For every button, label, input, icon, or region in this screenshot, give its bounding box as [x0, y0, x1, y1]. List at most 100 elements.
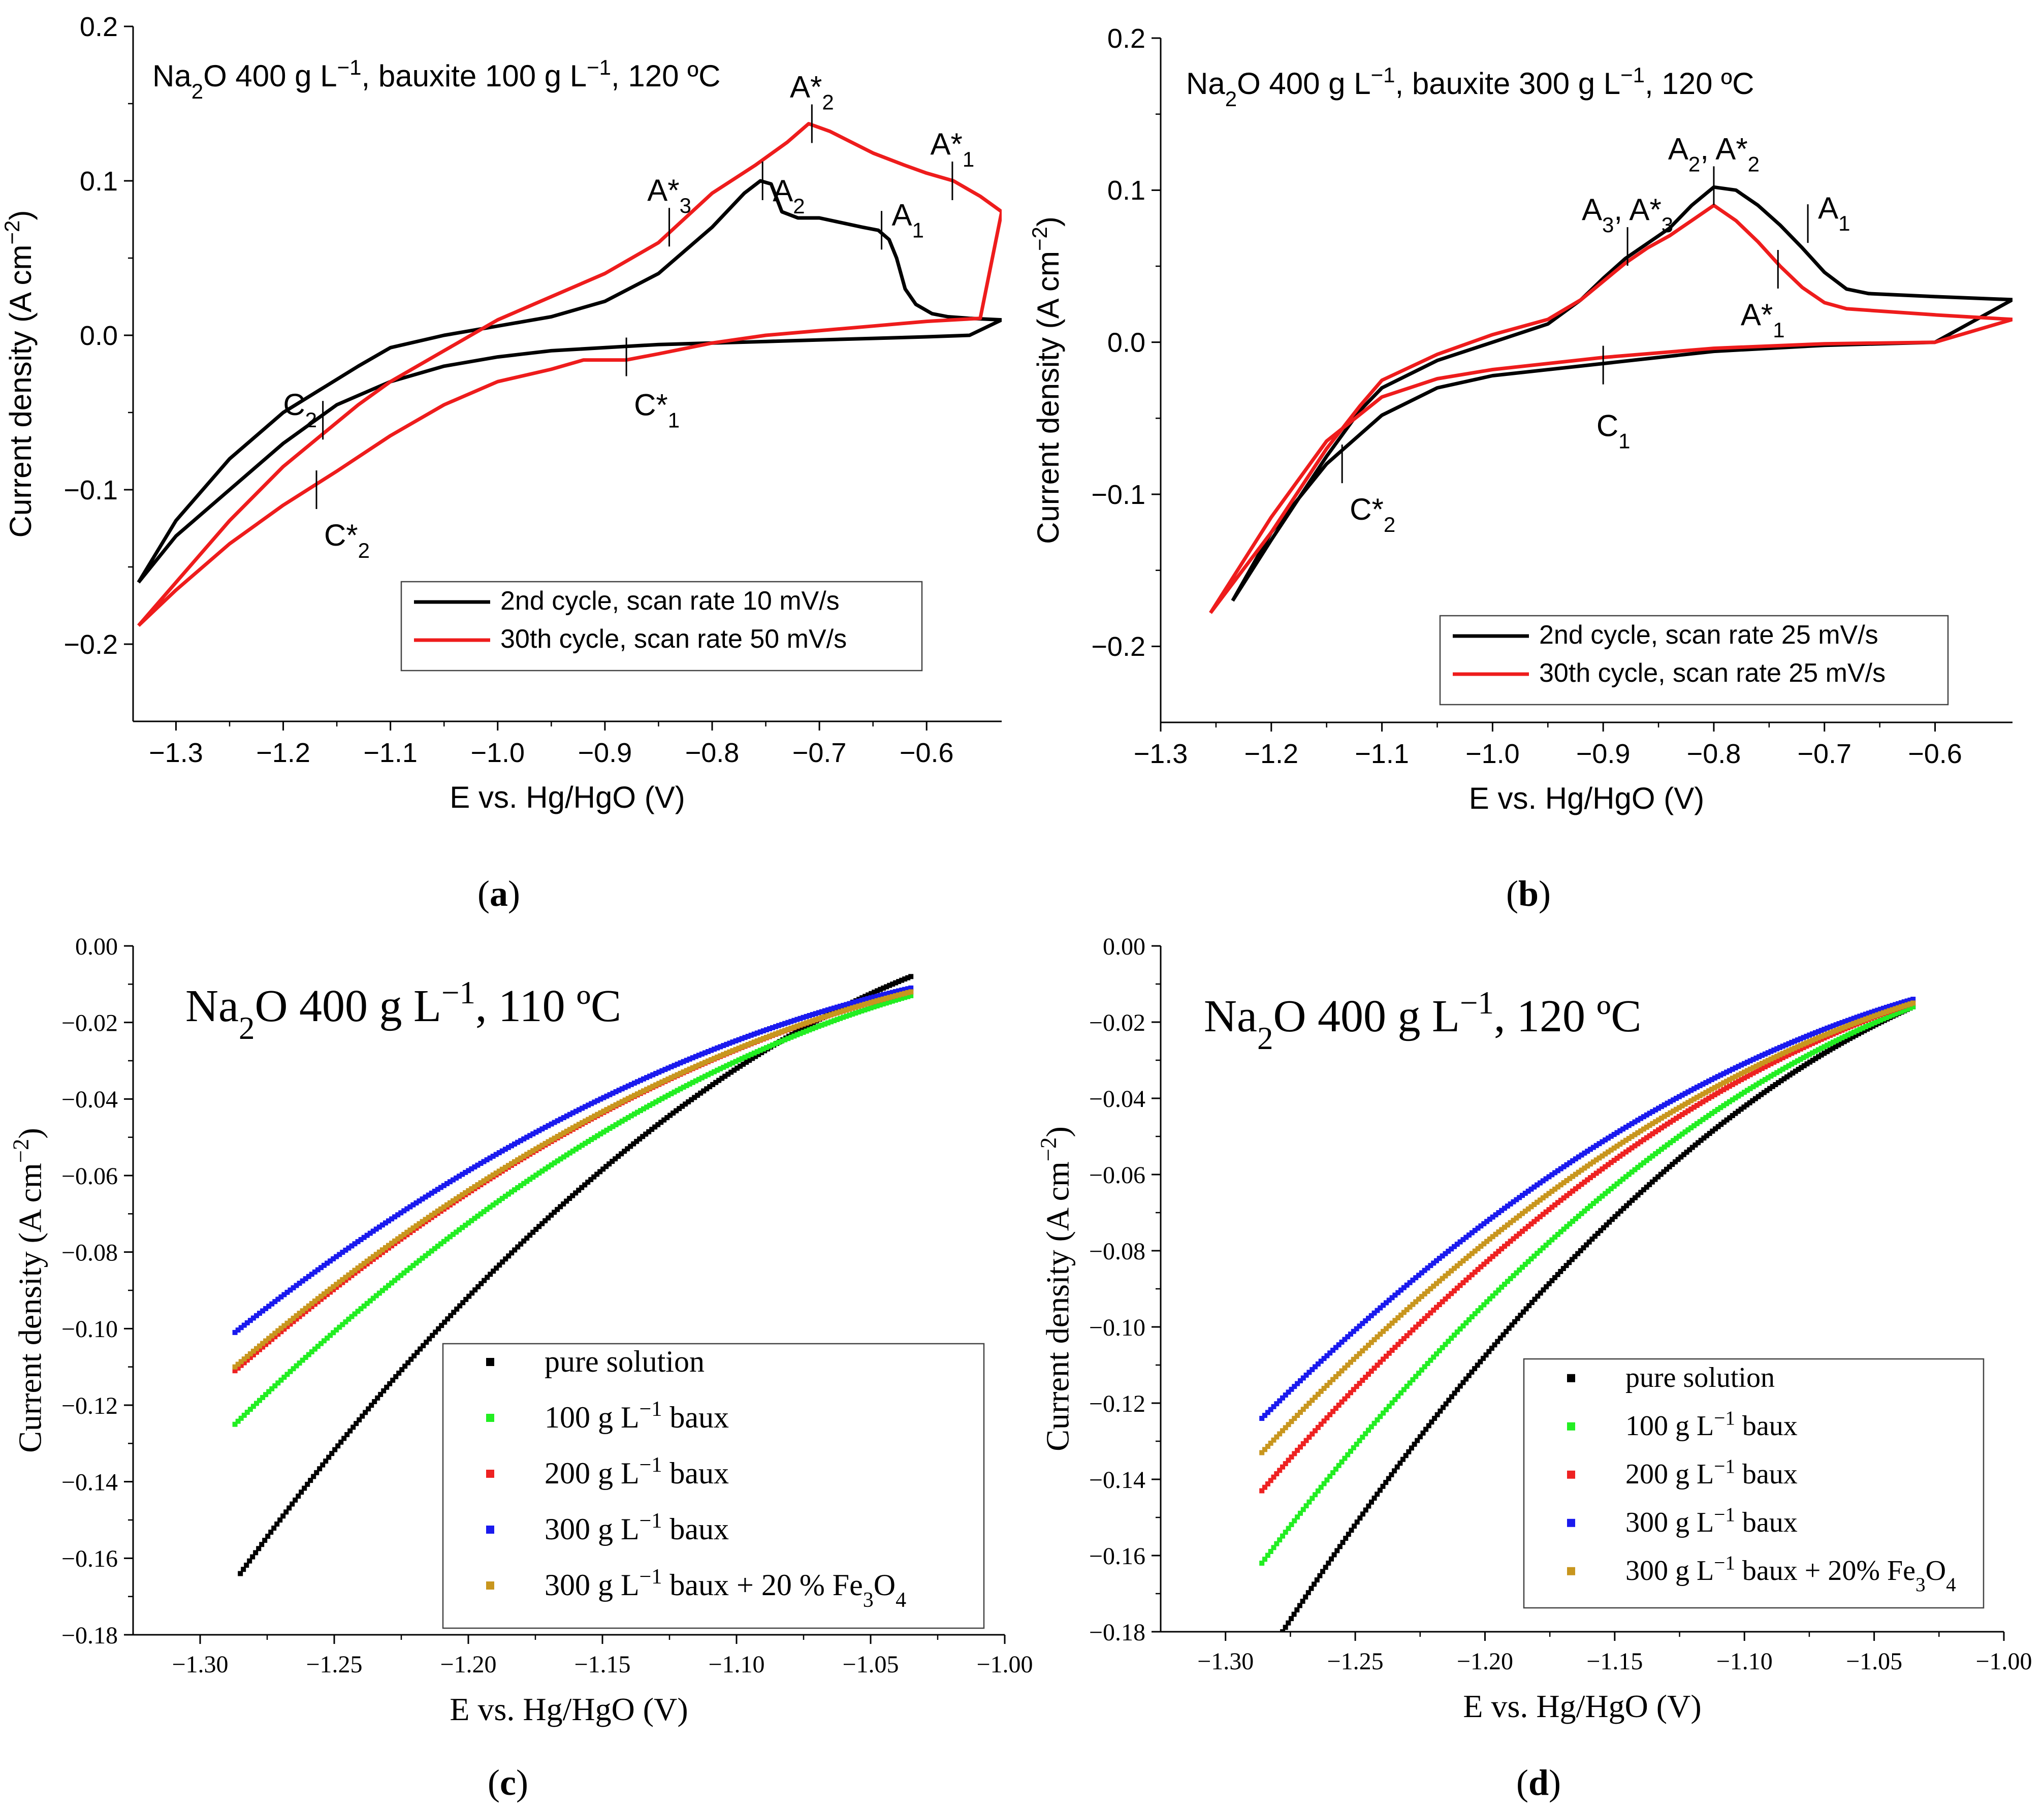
data-point — [706, 1049, 711, 1054]
data-point — [1549, 1189, 1555, 1194]
data-point — [363, 1410, 368, 1415]
data-point — [448, 1313, 454, 1318]
data-point — [266, 1304, 272, 1309]
data-point — [899, 988, 905, 993]
data-point — [1614, 1156, 1620, 1161]
data-point — [524, 1134, 530, 1140]
data-point — [1576, 1184, 1581, 1189]
data-point — [1742, 1069, 1747, 1075]
data-point — [322, 1338, 327, 1344]
data-point — [1851, 1021, 1857, 1026]
data-point — [558, 1156, 563, 1162]
data-point — [607, 1126, 613, 1131]
data-point — [278, 1325, 284, 1331]
data-point — [1656, 1149, 1662, 1154]
data-point — [417, 1198, 422, 1203]
data-point — [650, 1101, 656, 1106]
data-point — [318, 1296, 324, 1302]
data-point — [1394, 1464, 1400, 1470]
x-tick-label: −1.2 — [256, 738, 310, 768]
data-point — [1463, 1256, 1469, 1261]
data-point — [1336, 1342, 1342, 1348]
data-point — [601, 1095, 606, 1100]
data-point — [1825, 1034, 1830, 1039]
data-point — [1327, 1380, 1333, 1385]
data-point — [1366, 1372, 1371, 1377]
data-point — [1801, 1045, 1806, 1051]
data-point — [1744, 1073, 1750, 1079]
data-point — [1860, 1012, 1866, 1018]
data-point — [328, 1286, 333, 1292]
data-point — [1466, 1253, 1472, 1259]
data-point — [1520, 1211, 1525, 1216]
data-point — [760, 1036, 766, 1041]
data-point — [828, 1006, 834, 1012]
data-point — [478, 1161, 484, 1166]
data-point — [1632, 1143, 1638, 1149]
data-point — [386, 1243, 391, 1248]
data-point — [586, 1138, 591, 1144]
data-point — [527, 1232, 533, 1238]
data-point — [288, 1287, 293, 1293]
data-point — [908, 974, 914, 979]
data-point — [1760, 1066, 1765, 1071]
data-point — [643, 1131, 649, 1137]
data-point — [1412, 1441, 1417, 1447]
data-point — [1366, 1503, 1371, 1509]
data-point — [1883, 1015, 1889, 1021]
data-point — [628, 1113, 634, 1119]
data-point — [1401, 1387, 1407, 1392]
data-point — [291, 1285, 296, 1290]
data-point — [767, 1026, 772, 1031]
annotation-label: A*1 — [931, 127, 975, 171]
data-point — [524, 1152, 530, 1157]
data-point — [490, 1202, 496, 1208]
data-point — [490, 1154, 496, 1159]
data-point — [337, 1282, 342, 1288]
data-point — [1851, 1029, 1857, 1035]
data-point — [730, 1060, 736, 1066]
data-point — [567, 1127, 572, 1132]
data-point — [832, 1005, 837, 1011]
data-point — [850, 1011, 855, 1017]
data-point — [1348, 1332, 1353, 1337]
data-point — [552, 1210, 557, 1215]
data-point — [625, 1146, 630, 1152]
data-point — [573, 1123, 579, 1129]
data-point — [1410, 1327, 1416, 1333]
data-point — [1674, 1096, 1679, 1101]
data-point — [776, 1030, 782, 1035]
data-point — [1314, 1577, 1320, 1582]
data-point — [753, 1054, 758, 1059]
data-point — [573, 1190, 579, 1196]
data-point — [1601, 1225, 1606, 1230]
data-point — [1869, 1014, 1874, 1020]
data-point — [684, 1058, 689, 1063]
data-point — [358, 1237, 364, 1242]
data-point — [244, 1563, 249, 1568]
x-tick-label: −1.00 — [1975, 1648, 2032, 1675]
data-point — [1321, 1481, 1327, 1486]
data-point — [1441, 1405, 1446, 1410]
data-point — [1440, 1345, 1445, 1350]
data-point — [1620, 1139, 1626, 1145]
data-point — [1505, 1203, 1510, 1209]
data-point — [478, 1281, 484, 1286]
data-point — [810, 1026, 815, 1031]
data-point — [1685, 1089, 1691, 1095]
data-point — [601, 1129, 606, 1135]
data-point — [641, 1076, 646, 1082]
data-point — [1709, 1077, 1714, 1083]
data-point — [487, 1204, 493, 1210]
data-point — [1357, 1351, 1362, 1356]
data-point — [693, 1064, 698, 1069]
data-point — [1756, 1081, 1762, 1086]
data-point — [1295, 1381, 1300, 1386]
data-point — [1478, 1244, 1484, 1249]
data-point — [1457, 1239, 1463, 1245]
data-point — [1434, 1258, 1439, 1263]
data-point — [250, 1554, 256, 1560]
y-tick-label: −0.12 — [1089, 1390, 1145, 1417]
data-point — [1496, 1249, 1502, 1254]
data-point — [1860, 1018, 1866, 1023]
